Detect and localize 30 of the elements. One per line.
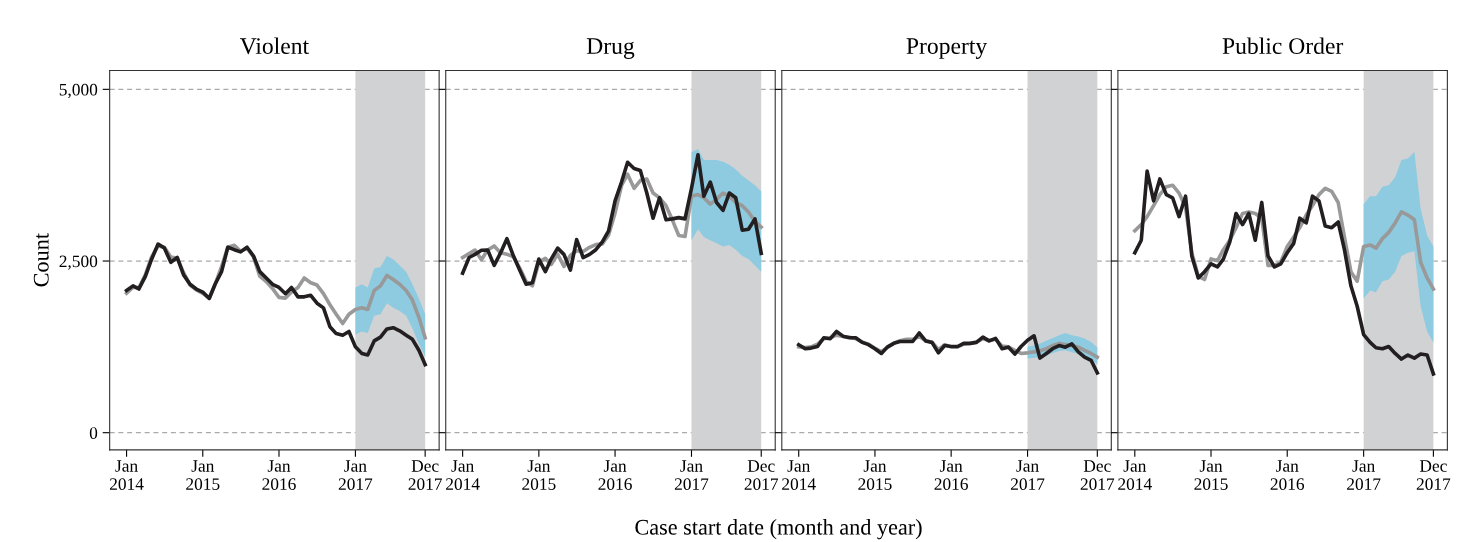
x-tick-label: Jan 2015 — [1194, 460, 1228, 490]
chart-title: Public Order — [1222, 37, 1344, 55]
x-tick-label: Jan 2014 — [109, 460, 144, 490]
line-series — [124, 242, 427, 367]
y-axis-title: Count — [33, 233, 49, 287]
x-tick-label: Dec 2017 — [408, 460, 443, 490]
x-tick-label: Jan 2017 — [1010, 460, 1045, 490]
x-tick-label: Jan 2015 — [522, 460, 556, 490]
x-tick-label: Jan 2014 — [446, 460, 480, 490]
x-tick-label: Jan 2015 — [858, 460, 892, 490]
y-tick-label: 0 — [89, 427, 98, 439]
text: Case start date (month and year) — [635, 519, 922, 540]
x-tick-label: Jan 2016 — [262, 460, 296, 490]
chart-title: Violent — [239, 37, 309, 55]
x-tick-label: Jan 2014 — [782, 460, 816, 490]
chart-title: Property — [906, 38, 988, 59]
x-tick-label: Jan 2017 — [674, 460, 709, 490]
x-tick-label: Dec 2017 — [1416, 460, 1451, 490]
y-tick-label: 2,500 — [59, 255, 98, 270]
x-tick-label: Dec 2017 — [1080, 460, 1115, 490]
x-tick-label: Jan 2016 — [934, 460, 968, 490]
x-tick-label: Jan 2016 — [598, 460, 632, 490]
x-tick-label: Jan 2015 — [186, 460, 220, 490]
chart-title: Drug — [586, 38, 635, 59]
x-tick-label: Jan 2014 — [1118, 460, 1152, 490]
y-tick-label: 5,000 — [59, 83, 98, 99]
x-tick-label: Dec 2017 — [744, 460, 779, 490]
x-tick-label: Jan 2017 — [338, 460, 373, 490]
x-tick-label: Jan 2017 — [1347, 460, 1381, 490]
x-tick-label: Jan 2016 — [1270, 460, 1305, 490]
